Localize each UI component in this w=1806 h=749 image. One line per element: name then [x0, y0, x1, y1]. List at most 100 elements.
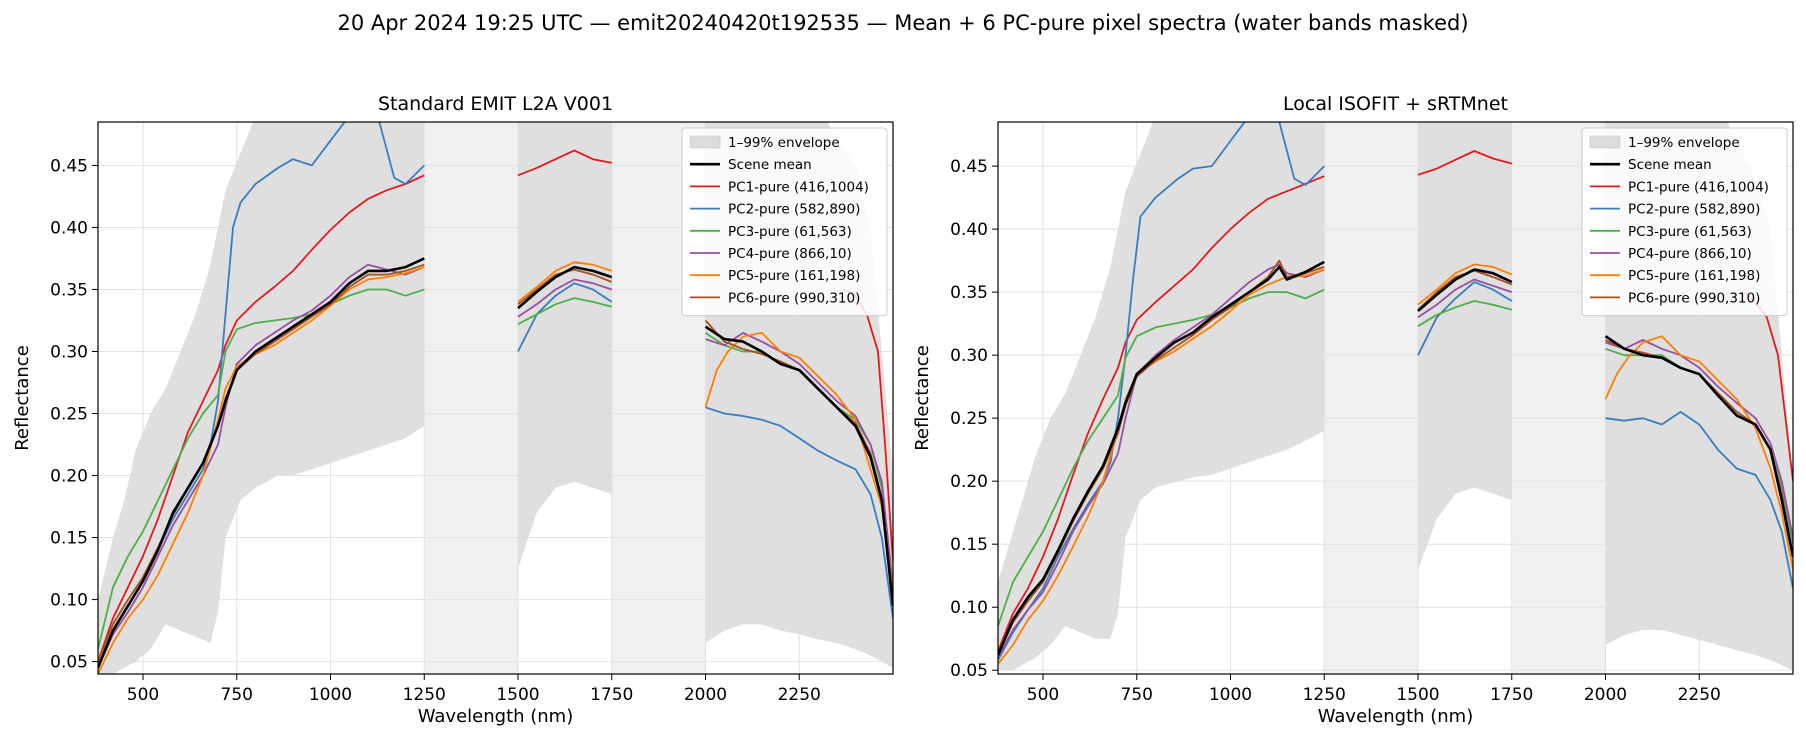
series-line-pc4-pure-866-10-1	[517, 278, 613, 318]
legend-item-pc3-pure-61-563: PC3-pure (61,563)	[690, 224, 852, 240]
legend-label-pc2-pure-582-890: PC2-pure (582,890)	[1628, 202, 1760, 218]
x-tick-label-1000: 1000	[1209, 685, 1252, 705]
legend-label-pc2-pure-582-890: PC2-pure (582,890)	[728, 202, 860, 218]
y-tick-label-35: 0.35	[950, 283, 988, 303]
series-line-pc2-pure-582-890-2	[705, 406, 893, 619]
y-tick-label-25: 0.25	[50, 405, 88, 425]
series-line-pc3-pure-61-563-0	[98, 288, 425, 650]
x-tick-label-2000: 2000	[1584, 685, 1627, 705]
panel-standard-emit: 500 750 1000 1250 1500 1750 2000 2250 0.05 0.10 0.…	[12, 93, 894, 727]
legend-item-pc4-pure-866-10: PC4-pure (866,10)	[1590, 246, 1752, 262]
series-line-pc5-pure-161-198-0	[98, 266, 425, 674]
legend-label-pc1-pure-416-1004: PC1-pure (416,1004)	[728, 179, 869, 195]
series-line-pc1-pure-416-1004-0	[98, 174, 425, 662]
series-line-pc5-pure-161-198-1	[517, 261, 613, 303]
series-line-pc5-pure-161-198-1	[1417, 263, 1513, 306]
legend-item-pc5-pure-161-198: PC5-pure (161,198)	[690, 268, 860, 284]
y-tick-label-40: 0.40	[50, 218, 88, 238]
x-tick-label-1500: 1500	[1396, 685, 1439, 705]
legend-swatch-envelope	[1589, 135, 1621, 149]
y-tick-label-30: 0.30	[950, 346, 988, 366]
legend-label-pc6-pure-990-310: PC6-pure (990,310)	[1628, 290, 1760, 306]
x-axis-label: Wavelength (nm)	[418, 706, 574, 727]
series-line-scene-mean-2	[1604, 335, 1793, 558]
series-line-pc5-pure-161-198-2	[704, 331, 893, 594]
y-tick-label-25: 0.25	[950, 409, 988, 429]
y-tick-label-40: 0.40	[950, 220, 988, 240]
x-tick-label-2250: 2250	[778, 685, 821, 705]
series-scene-mean	[998, 260, 1793, 656]
legend-label-pc1-pure-416-1004: PC1-pure (416,1004)	[1628, 179, 1769, 195]
y-tick-label-45: 0.45	[950, 157, 988, 177]
legend-box	[1581, 127, 1788, 317]
series-line-pc2-pure-582-890-1	[1417, 281, 1513, 356]
legend-item-pc4-pure-866-10: PC4-pure (866,10)	[690, 246, 852, 262]
y-tick-label-20: 0.20	[50, 467, 88, 487]
plot-content	[998, 122, 1793, 674]
y-tick-label-10: 0.10	[50, 591, 88, 611]
series-line-pc4-pure-866-10-1	[1417, 278, 1513, 319]
x-tick-label-1000: 1000	[309, 685, 352, 705]
legend-item-pc2-pure-582-890: PC2-pure (582,890)	[1590, 202, 1760, 218]
x-tick-label-1250: 1250	[403, 685, 446, 705]
y-tick-label-45: 0.45	[50, 156, 88, 176]
series-line-pc2-pure-582-890-1	[517, 282, 613, 352]
series-line-pc1-pure-416-1004-1	[517, 149, 612, 177]
legend-swatch-envelope	[689, 135, 721, 149]
x-tick-label-500: 500	[127, 685, 159, 705]
series-line-pc3-pure-61-563-1	[517, 297, 613, 325]
x-tick-label-500: 500	[1027, 685, 1059, 705]
legend-label-pc5-pure-161-198: PC5-pure (161,198)	[728, 268, 860, 284]
legend-item-pc5-pure-161-198: PC5-pure (161,198)	[1590, 268, 1760, 284]
legend-item-pc2-pure-582-890: PC2-pure (582,890)	[690, 202, 860, 218]
legend-item-scene-mean: Scene mean	[1590, 157, 1712, 173]
panel-local-isofit: 500 750 1000 1250 1500 1750 2000 2250 0.05 0.10 0.…	[912, 93, 1794, 727]
x-tick-label-2000: 2000	[684, 685, 727, 705]
x-axis-label: Wavelength (nm)	[1318, 706, 1474, 727]
legend-label-pc6-pure-990-310: PC6-pure (990,310)	[728, 290, 860, 306]
plot-frame	[97, 121, 894, 675]
envelope-segment-0	[98, 122, 425, 674]
envelope-segment-1	[518, 122, 612, 569]
y-tick-label-20: 0.20	[950, 472, 988, 492]
legend-item-scene-mean: Scene mean	[690, 157, 812, 173]
legend-item-1-99-envelope: 1–99% envelope	[689, 135, 840, 151]
series-scene-mean	[98, 257, 893, 669]
series-line-scene-mean-1	[1417, 268, 1513, 312]
legend-label-1-99-envelope: 1–99% envelope	[728, 135, 840, 151]
series-pc2-pure-582-890	[998, 122, 1793, 661]
series-line-pc1-pure-416-1004-0	[998, 175, 1325, 652]
y-tick-label-5: 0.05	[950, 661, 988, 681]
legend-item-pc3-pure-61-563: PC3-pure (61,563)	[1590, 224, 1752, 240]
series-line-scene-mean-1	[517, 265, 613, 310]
x-tick-label-1500: 1500	[496, 685, 539, 705]
legend-label-pc3-pure-61-563: PC3-pure (61,563)	[1628, 224, 1752, 240]
x-tick-label-2250: 2250	[1678, 685, 1721, 705]
x-tick-label-750: 750	[1121, 685, 1153, 705]
legend-item-pc1-pure-416-1004: PC1-pure (416,1004)	[690, 179, 869, 195]
series-line-pc2-pure-582-890-0	[998, 122, 1325, 661]
legend-label-scene-mean: Scene mean	[728, 157, 812, 173]
legend-label-scene-mean: Scene mean	[1628, 157, 1712, 173]
y-tick-label-5: 0.05	[50, 653, 88, 673]
series-line-pc4-pure-866-10-2	[1605, 339, 1793, 539]
y-tick-label-15: 0.15	[950, 535, 988, 555]
legend-item-pc6-pure-990-310: PC6-pure (990,310)	[1590, 290, 1760, 306]
legend-item-pc1-pure-416-1004: PC1-pure (416,1004)	[1590, 179, 1769, 195]
legend-label-pc4-pure-866-10: PC4-pure (866,10)	[728, 246, 852, 262]
y-tick-label-15: 0.15	[50, 529, 88, 549]
series-line-pc3-pure-61-563-0	[998, 288, 1325, 627]
legend-item-pc6-pure-990-310: PC6-pure (990,310)	[690, 290, 860, 306]
legend: 1–99% envelope Scene mean PC1-pure (416,10…	[1581, 127, 1788, 317]
series-line-scene-mean-0	[998, 260, 1325, 656]
legend-label-pc3-pure-61-563: PC3-pure (61,563)	[728, 224, 852, 240]
legend-box	[681, 127, 888, 317]
x-tick-label-1750: 1750	[590, 685, 633, 705]
figure-suptitle: 20 Apr 2024 19:25 UTC — emit20240420t192…	[337, 11, 1468, 35]
x-tick-label-750: 750	[221, 685, 253, 705]
legend-label-pc4-pure-866-10: PC4-pure (866,10)	[1628, 246, 1752, 262]
x-tick-label-1250: 1250	[1303, 685, 1346, 705]
series-line-pc5-pure-161-198-2	[1604, 335, 1793, 570]
series-pc5-pure-161-198	[98, 261, 893, 674]
